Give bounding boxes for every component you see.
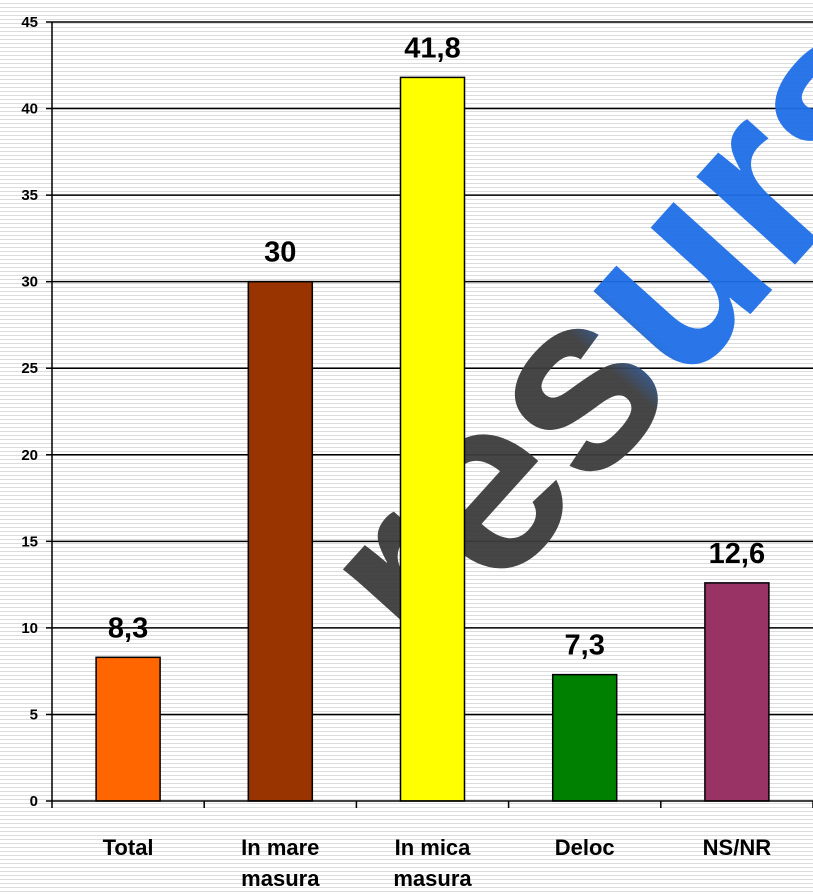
bars <box>95 76 770 802</box>
x-tick-label: Deloc <box>555 835 615 860</box>
x-tick-label: masura <box>393 866 472 891</box>
bar-total <box>95 656 161 802</box>
y-tick-label: 35 <box>21 187 38 204</box>
data-label: 12,6 <box>709 538 765 570</box>
bar-in-mare-masura <box>247 280 314 802</box>
y-tick-label: 15 <box>21 533 38 550</box>
x-tick-label: In mare <box>241 835 319 860</box>
x-tick-label: NS/NR <box>703 835 772 860</box>
y-tick-label: 25 <box>21 360 38 377</box>
bar-in-mica-masura <box>399 76 466 802</box>
y-tick-label: 5 <box>30 706 38 723</box>
y-tick-label: 30 <box>21 274 38 291</box>
bar-ns-nr <box>704 582 770 802</box>
y-tick-label: 0 <box>30 793 38 810</box>
y-tick-label: 20 <box>21 447 38 464</box>
y-tick-label: 45 <box>21 14 38 31</box>
bar-deloc <box>551 673 618 802</box>
data-label: 7,3 <box>565 630 605 662</box>
x-tick-label: In mica <box>395 835 472 860</box>
data-label: 30 <box>264 237 296 269</box>
data-label: 8,3 <box>108 612 148 644</box>
y-tick-label: 10 <box>21 620 38 637</box>
x-tick-label: Total <box>103 835 154 860</box>
axes <box>46 21 813 808</box>
y-tick-label: 40 <box>21 101 38 118</box>
labels: 0 5 10 15 20 25 30 35 40 45 8,3 Total 30 In mare masur… <box>21 14 771 891</box>
data-label: 41,8 <box>404 32 460 64</box>
x-tick-label: masura <box>241 866 320 891</box>
